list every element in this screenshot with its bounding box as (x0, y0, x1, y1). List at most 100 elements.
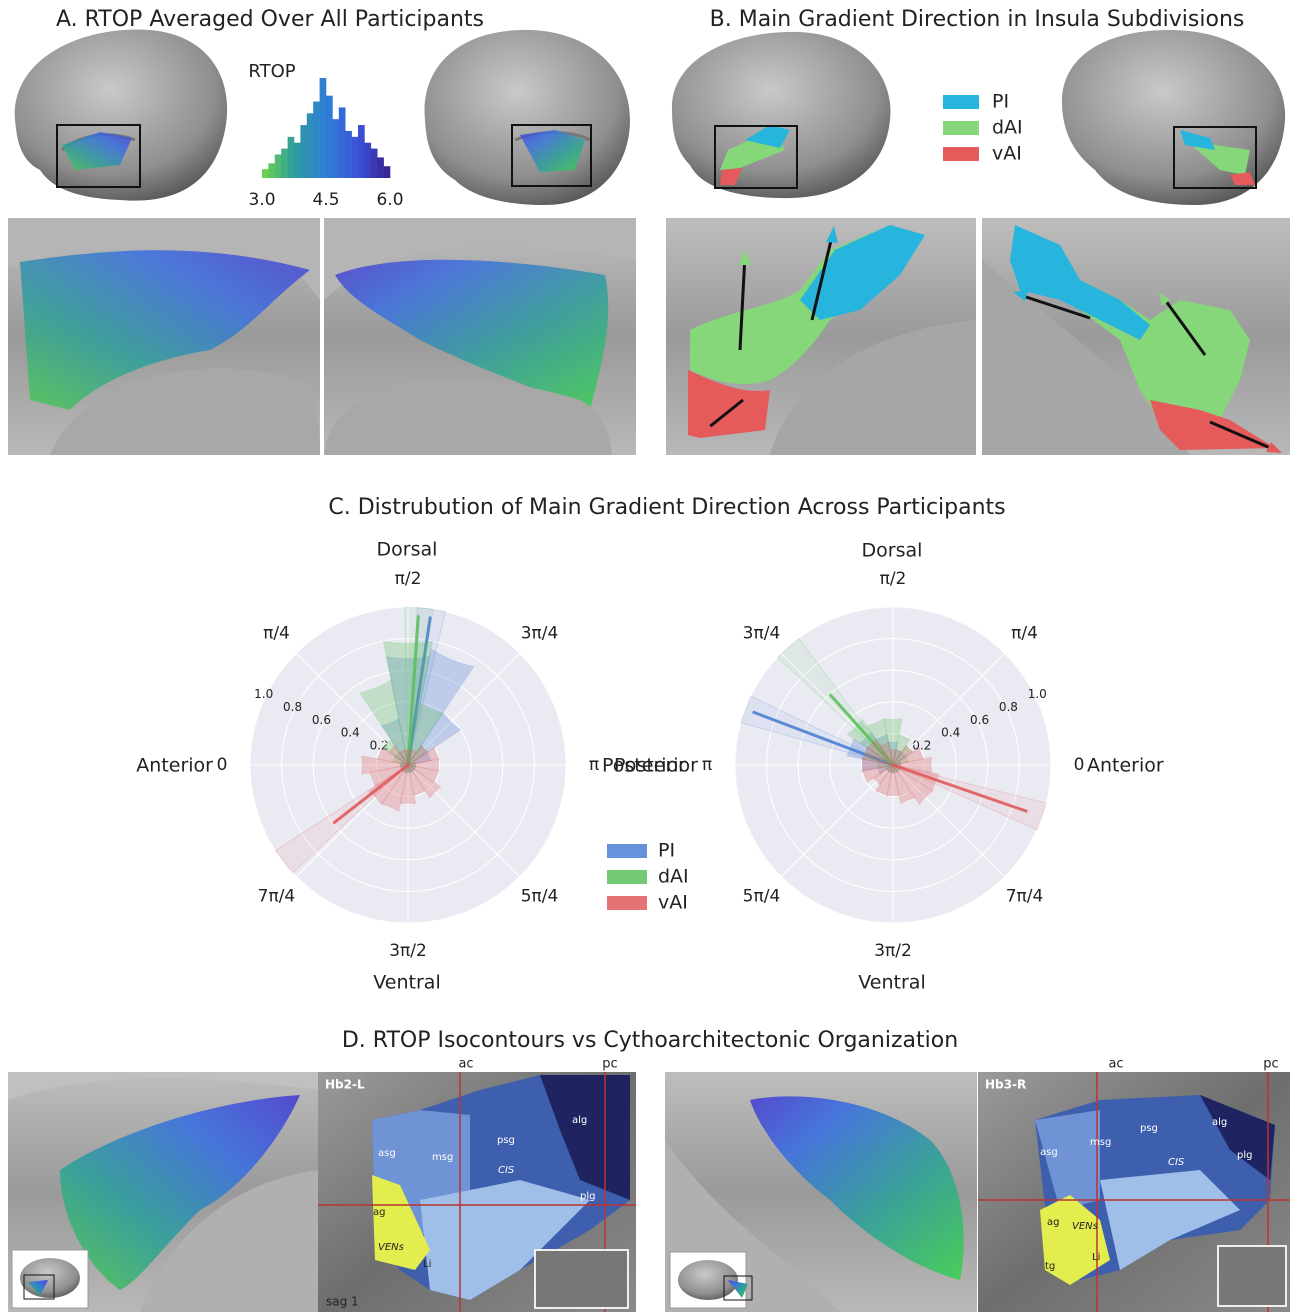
histogram-bar (262, 169, 269, 178)
mri-label: plg (580, 1191, 595, 1202)
mri-label: alg (572, 1115, 587, 1126)
histogram-bar (313, 101, 320, 178)
rose-bar (407, 764, 442, 799)
histogram-bar (287, 136, 295, 178)
mri-label: asg (378, 1148, 396, 1159)
direction-label: Anterior (136, 755, 213, 777)
rose-bar (407, 764, 416, 773)
theta-tick-label: π/2 (395, 569, 422, 589)
x-tick-label: 6.0 (376, 190, 403, 210)
legend-swatch (943, 121, 979, 135)
rose-bar (892, 746, 925, 766)
rose-bar (892, 744, 914, 766)
zoom-b-right (982, 218, 1290, 455)
mri-d-left (318, 1072, 636, 1312)
brain-right (424, 29, 630, 205)
surface-d-right (665, 1072, 977, 1312)
rose-bar (861, 758, 894, 772)
theta-tick-label: 5π/4 (743, 887, 781, 907)
legend-label: PI (658, 840, 675, 862)
rose-bar (407, 764, 416, 773)
rose-bar (886, 764, 900, 797)
rose-bar (892, 748, 903, 766)
mri-label: psg (497, 1135, 515, 1146)
rose-bar (407, 759, 417, 766)
mri-label: Li (423, 1259, 431, 1270)
r-tick-label: 0.6 (970, 713, 989, 727)
rose-bar (861, 746, 894, 766)
mri-label: plg (1237, 1150, 1252, 1161)
r-tick-label: 1.0 (254, 687, 273, 701)
panel-title: A. RTOP Averaged Over All Participants (56, 7, 484, 32)
r-tick-label: 0.4 (341, 726, 360, 740)
mri-label: psg (1140, 1123, 1158, 1134)
rose-bar (883, 717, 903, 766)
rose-bar (861, 746, 894, 766)
brain-left (14, 29, 228, 201)
r-tick-label: 0.8 (999, 700, 1018, 714)
rose-bar (885, 764, 894, 773)
histogram-bar (319, 78, 327, 178)
r-tick-label: 0.2 (370, 739, 389, 753)
grid-spoke (295, 764, 409, 878)
rose-bar (890, 764, 896, 774)
rose-bar (368, 764, 409, 788)
theta-tick-label: 3π/2 (874, 941, 912, 961)
rose-bar (407, 764, 414, 774)
histogram-bar (383, 166, 391, 178)
mri-label: tg (1045, 1261, 1055, 1272)
rose-bar (887, 764, 894, 774)
x-tick-label: 4.5 (312, 190, 339, 210)
direction-label: Dorsal (377, 539, 438, 561)
rose-bar (861, 758, 894, 772)
r-tick-label: 1.0 (1028, 687, 1047, 701)
histogram-bar (274, 154, 282, 178)
mri-label: CIS (1168, 1157, 1185, 1168)
mean-direction (332, 763, 409, 825)
rose-bar (405, 764, 411, 774)
theta-tick-label: 3π/2 (389, 941, 427, 961)
histogram-bar (338, 107, 346, 178)
legend-swatch (607, 844, 647, 858)
rose-bar (879, 740, 894, 766)
mean-direction (892, 763, 1028, 813)
mri-labels-right: Hb3-R ac pc psg alg msg asg CIS plg ag V… (985, 1057, 1279, 1273)
rose-bar (889, 748, 897, 766)
legend-label: dAI (658, 866, 689, 888)
r-tick-label: 0.6 (312, 713, 331, 727)
rose-bar (892, 733, 912, 766)
rose-bar (892, 764, 941, 793)
mri-label: pc (602, 1057, 617, 1072)
legend-swatch (943, 147, 979, 161)
mri-label: ag (1047, 1217, 1059, 1228)
rose-bar (407, 751, 433, 766)
mri-d-right (978, 1072, 1290, 1312)
legend-swatch (607, 870, 647, 884)
rose-bar (872, 764, 894, 786)
rose-bar (892, 764, 916, 805)
histogram-title: RTOP (248, 61, 295, 82)
histogram-bar (332, 119, 340, 178)
mri-label: pc (1263, 1057, 1278, 1072)
rose-bar (874, 764, 894, 797)
mri-label: Li (1092, 1252, 1100, 1263)
rose-bar (399, 762, 409, 768)
theta-tick-label: 3π/4 (521, 623, 559, 643)
zoom-b-left (666, 218, 976, 455)
brain-left-b (671, 31, 891, 199)
theta-tick-label: π (702, 755, 712, 775)
r-tick-label: 0.4 (941, 726, 960, 740)
theta-tick-label: π/4 (263, 623, 290, 643)
theta-tick-label: 7π/4 (258, 887, 296, 907)
histogram-bar (364, 142, 372, 178)
rose-bar (876, 761, 894, 769)
rose-bar (876, 764, 894, 775)
rose-bar (367, 764, 409, 806)
rose-bar (360, 755, 409, 775)
theta-tick-label: 7π/4 (1006, 887, 1044, 907)
rose-bar (407, 762, 417, 768)
rose-bar (380, 737, 409, 766)
mean-direction (406, 615, 420, 766)
rose-bar (407, 744, 429, 766)
